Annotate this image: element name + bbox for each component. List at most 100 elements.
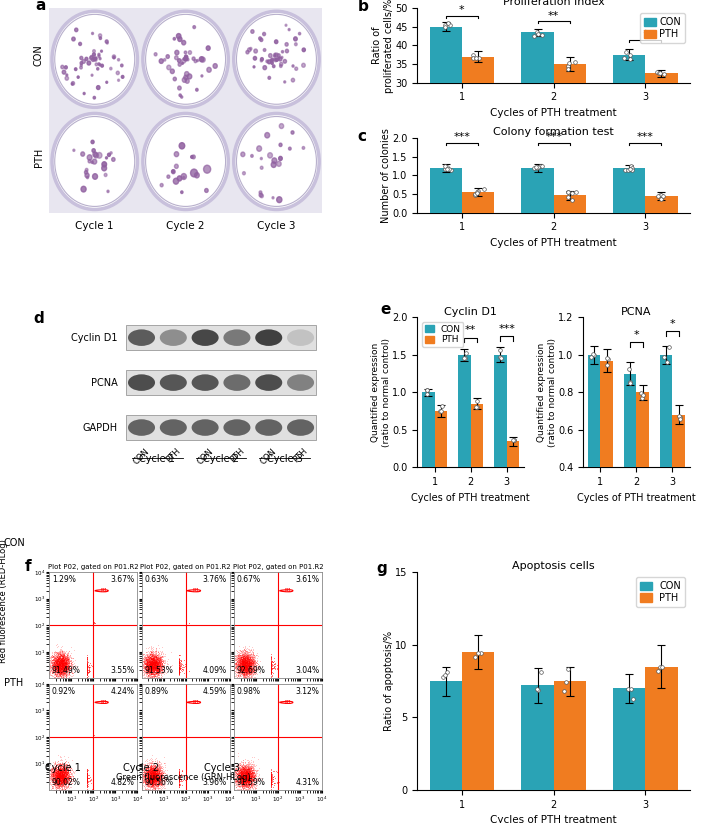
Point <box>240 668 251 681</box>
Point <box>235 667 246 680</box>
Point <box>241 770 253 783</box>
Point <box>59 658 70 671</box>
Point <box>240 660 251 673</box>
Point <box>237 653 249 666</box>
Point <box>44 766 55 779</box>
Point <box>148 774 159 788</box>
Point <box>50 663 61 676</box>
Point <box>56 647 67 660</box>
Point <box>151 777 162 790</box>
Point <box>147 769 158 782</box>
Point <box>142 765 153 778</box>
Point <box>272 619 284 632</box>
Point <box>150 769 161 782</box>
Point <box>156 762 168 775</box>
Point <box>54 761 65 774</box>
Point <box>58 766 69 779</box>
Point <box>150 774 161 787</box>
Point <box>232 653 244 667</box>
Point <box>156 658 168 672</box>
Point <box>244 772 255 785</box>
Point <box>149 776 161 789</box>
Point <box>239 659 251 672</box>
Point <box>241 659 252 672</box>
Point <box>151 757 163 770</box>
Point <box>55 661 66 674</box>
Point <box>147 775 158 788</box>
Point <box>153 766 164 779</box>
Point <box>147 657 158 670</box>
Point <box>238 667 249 681</box>
Point <box>242 658 253 671</box>
Point <box>58 657 69 670</box>
Point <box>153 777 164 790</box>
Point <box>152 764 163 777</box>
Point <box>479 182 490 195</box>
Point <box>237 770 248 783</box>
Point <box>56 769 67 782</box>
Point <box>54 663 65 676</box>
Point <box>173 778 184 791</box>
Point <box>273 775 284 788</box>
Point <box>48 769 59 782</box>
Point <box>59 765 70 779</box>
Point <box>231 775 242 788</box>
Point <box>241 777 253 790</box>
Point <box>248 767 259 780</box>
Point <box>241 657 252 670</box>
Point <box>239 764 250 777</box>
Point <box>272 616 284 630</box>
Point <box>59 657 70 670</box>
Point <box>244 770 255 783</box>
Point <box>55 644 66 658</box>
Point <box>157 653 168 667</box>
Point <box>140 660 151 673</box>
Point <box>64 760 75 774</box>
Point <box>53 649 64 662</box>
Point <box>232 669 244 682</box>
Point <box>47 770 58 783</box>
Point <box>245 658 256 672</box>
Point <box>243 783 254 796</box>
Point <box>57 650 68 663</box>
Point <box>143 649 154 663</box>
Point <box>146 658 157 672</box>
Point <box>54 776 65 789</box>
Point <box>51 766 62 779</box>
Point <box>235 660 246 673</box>
Point <box>57 654 68 667</box>
Point <box>52 658 63 672</box>
Point <box>51 766 63 779</box>
Point <box>150 667 161 680</box>
Point <box>50 781 61 794</box>
Point <box>145 775 156 788</box>
Point <box>236 764 247 777</box>
Point <box>56 658 68 672</box>
Point <box>151 669 162 682</box>
Point <box>156 653 167 667</box>
Point <box>146 768 157 781</box>
Point <box>240 774 251 788</box>
Point <box>137 764 149 777</box>
Point <box>54 653 65 667</box>
Point <box>234 649 246 662</box>
Point <box>154 770 165 783</box>
Point <box>59 770 70 783</box>
Point <box>142 655 153 668</box>
Point <box>236 655 247 668</box>
Point <box>237 652 249 665</box>
Point <box>145 662 156 675</box>
Point <box>142 653 153 667</box>
Point <box>137 658 148 672</box>
Point <box>151 660 162 673</box>
Point <box>238 770 249 783</box>
Point <box>57 658 68 672</box>
Point <box>234 655 245 668</box>
Point <box>49 772 60 785</box>
Point <box>60 654 71 667</box>
Point <box>240 760 251 773</box>
Point <box>147 779 158 793</box>
Point <box>57 771 68 784</box>
Point <box>150 663 161 676</box>
Point <box>153 652 165 665</box>
